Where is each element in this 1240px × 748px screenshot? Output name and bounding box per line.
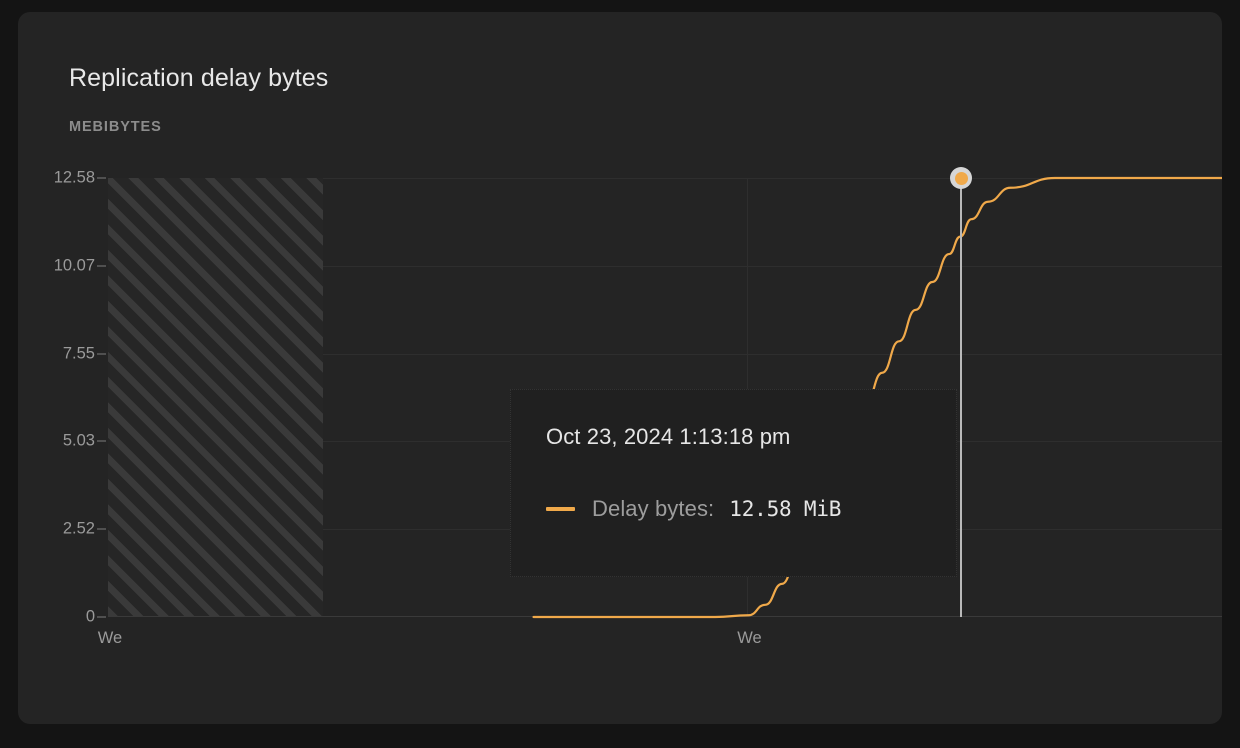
series-delay-bytes (108, 178, 1222, 617)
y-axis-tick-label: 2.52 (62, 519, 95, 538)
chart-units-label: MEBIBYTES (69, 119, 162, 135)
tooltip-series-value: 12.58 MiB (729, 497, 842, 521)
y-axis-tick-label: 12.58 (53, 168, 95, 187)
no-data-hatch-region (108, 178, 323, 616)
tooltip-timestamp: Oct 23, 2024 1:13:18 pm (546, 424, 791, 449)
plot-area[interactable] (108, 167, 1222, 617)
line-swatch-icon (546, 507, 575, 511)
y-axis-tick-label: 7.55 (62, 344, 95, 363)
gridline-horizontal (108, 265, 1222, 267)
tooltip-series-row: Delay bytes: 12.58 MiB (546, 496, 841, 522)
y-axis-tick-mark (97, 353, 106, 355)
y-axis-tick-mark (97, 528, 106, 530)
y-axis-tick-label: 10.07 (53, 256, 95, 275)
chart-card: Replication delay bytes MEBIBYTES 12.58 1… (18, 12, 1222, 724)
page-title: Replication delay bytes (69, 64, 329, 92)
y-axis-tick-mark (97, 265, 106, 267)
gridline-horizontal (108, 178, 1222, 179)
tooltip-series-label: Delay bytes: (592, 496, 715, 521)
vertical-crosshair-icon (960, 178, 963, 617)
chart-tooltip: Oct 23, 2024 1:13:18 pm Delay bytes: 12.… (510, 389, 957, 577)
hover-point-marker-core-icon (954, 171, 968, 185)
y-axis-tick-mark (97, 440, 106, 442)
y-axis-tick-mark (97, 616, 106, 618)
x-axis-tick-label: We (97, 629, 123, 647)
hover-point-marker-icon[interactable] (950, 167, 973, 189)
y-axis-tick-label: 5.03 (62, 431, 95, 450)
x-axis-tick-label: We (737, 629, 762, 647)
y-axis-tick-label: 0 (85, 607, 95, 626)
gridline-horizontal (108, 353, 1222, 355)
y-axis-tick-mark (97, 177, 106, 179)
